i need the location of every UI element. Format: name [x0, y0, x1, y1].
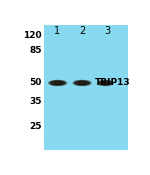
- Ellipse shape: [73, 80, 91, 86]
- Text: 35: 35: [30, 97, 42, 106]
- Ellipse shape: [98, 80, 113, 86]
- Ellipse shape: [78, 82, 87, 84]
- Bar: [44, 25, 128, 150]
- Ellipse shape: [53, 82, 62, 84]
- Ellipse shape: [99, 81, 112, 85]
- Ellipse shape: [76, 81, 88, 85]
- Ellipse shape: [74, 81, 90, 85]
- Text: 85: 85: [30, 46, 42, 55]
- Ellipse shape: [50, 81, 65, 85]
- Ellipse shape: [49, 80, 67, 86]
- Text: 3: 3: [104, 26, 110, 36]
- Text: 2: 2: [80, 26, 86, 36]
- Ellipse shape: [101, 82, 109, 84]
- Text: TRIP13: TRIP13: [95, 78, 130, 88]
- Ellipse shape: [100, 81, 111, 85]
- Text: 1: 1: [54, 26, 60, 36]
- Text: 120: 120: [23, 31, 42, 40]
- Text: 25: 25: [30, 122, 42, 131]
- Ellipse shape: [51, 81, 64, 85]
- Text: 50: 50: [30, 78, 42, 88]
